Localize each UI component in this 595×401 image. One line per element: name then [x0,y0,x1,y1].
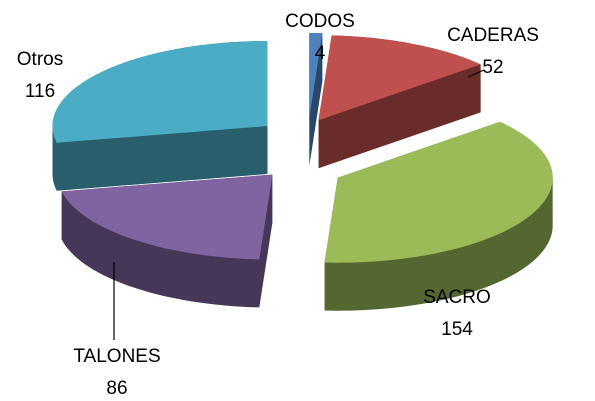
slice-top [52,41,268,143]
value-label: 52 [482,57,503,78]
value-label: 154 [441,319,473,340]
slice-top [309,33,323,119]
value-label: 4 [315,43,326,64]
slice-top [61,174,273,260]
category-label: TALONES [73,346,160,367]
pie [52,33,553,311]
value-label: 116 [25,81,55,102]
slice-top [324,121,553,263]
category-label: SACRO [423,287,491,308]
slice-top [318,35,481,121]
leader-line [467,69,485,78]
category-label: CODOS [285,11,355,32]
category-label: CADERAS [447,25,539,46]
value-label: 86 [106,378,127,399]
category-label: Otros [17,49,63,70]
